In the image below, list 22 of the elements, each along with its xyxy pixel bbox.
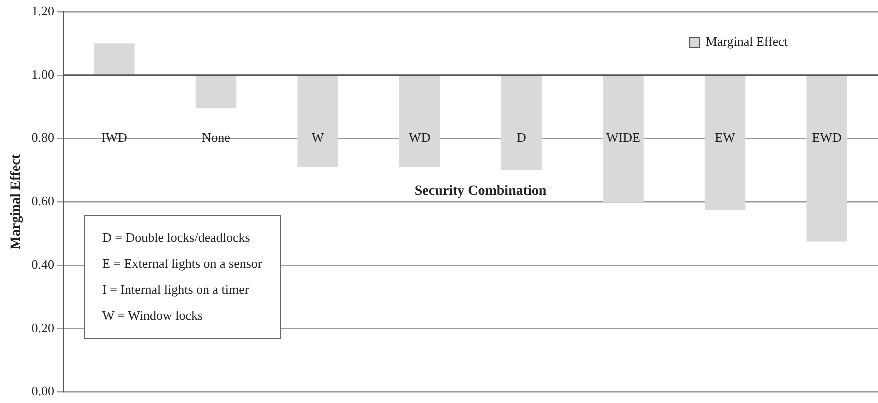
- y-tick-label: 0.40: [32, 256, 55, 272]
- x-tick-label: WD: [409, 130, 431, 145]
- x-tick-label: W: [312, 130, 325, 145]
- annotation: W = Window locks: [102, 308, 204, 324]
- x-tick-label: IWD: [101, 130, 128, 145]
- annotation: E = External lights on a sensor: [102, 256, 262, 272]
- y-tick-label: 0.60: [32, 194, 55, 209]
- y-tick-label: 0.20: [32, 320, 55, 336]
- x-tick-label: EWD: [812, 130, 842, 145]
- legend-label: Marginal Effect: [706, 34, 788, 50]
- x-tick-label: EW: [715, 130, 736, 145]
- x-axis-title: Security Combination: [414, 184, 547, 199]
- annotation: D = Double locks/deadlocks: [102, 230, 252, 246]
- x-tick-label: WIDE: [606, 130, 641, 145]
- x-tick-label: None: [202, 130, 231, 145]
- annotation: I = Internal lights on a timer: [102, 282, 250, 298]
- y-axis-title: Marginal Effect: [9, 154, 24, 250]
- y-tick-label: 0.80: [32, 130, 55, 146]
- y-tick-label: 1.00: [32, 66, 55, 82]
- x-tick-label: D: [516, 130, 526, 145]
- y-tick-label: 1.20: [32, 3, 55, 18]
- y-tick-label: 0.00: [32, 384, 55, 399]
